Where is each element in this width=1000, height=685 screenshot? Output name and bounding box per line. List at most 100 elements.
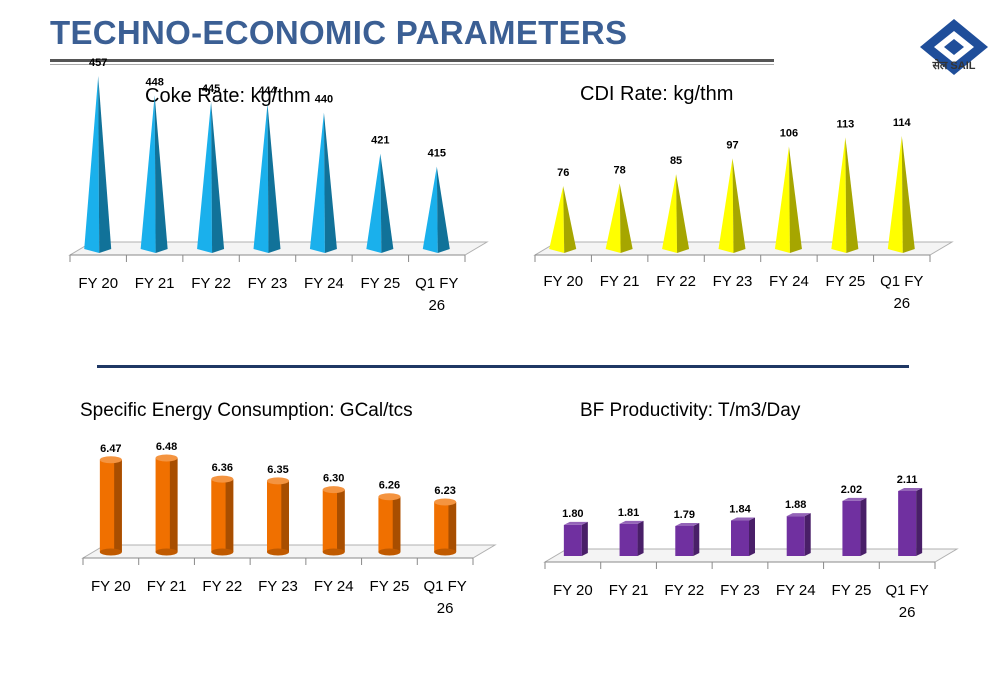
bar-top bbox=[786, 513, 811, 517]
bar bbox=[774, 146, 802, 253]
title-underline bbox=[50, 59, 774, 62]
bar-front bbox=[309, 112, 325, 254]
bar-side bbox=[732, 158, 746, 253]
bar-side bbox=[788, 146, 802, 253]
x-tick-label: FY 21 bbox=[609, 582, 649, 599]
bar bbox=[786, 513, 811, 556]
bar-front bbox=[563, 524, 582, 556]
x-tick-label: FY 23 bbox=[248, 275, 288, 292]
page-title: TECHNO-ECONOMIC PARAMETERS bbox=[50, 14, 628, 51]
bar-bottom bbox=[211, 548, 234, 556]
energy-consumption-chart: Specific Energy Consumption: GCal/tcs 6.4… bbox=[80, 400, 497, 617]
bar-top bbox=[322, 486, 345, 494]
bar-bottom bbox=[378, 548, 401, 556]
bar-front bbox=[366, 153, 382, 253]
x-tick-label: FY 25 bbox=[360, 275, 400, 292]
bar-bottom bbox=[267, 548, 289, 556]
x-tick-label: FY 22 bbox=[191, 275, 231, 292]
x-tick-label: FY 20 bbox=[91, 578, 131, 595]
x-tick-label: Q1 FY 26 bbox=[885, 582, 928, 621]
bar bbox=[155, 454, 178, 556]
chart-title: Specific Energy Consumption: GCal/tcs bbox=[80, 400, 413, 421]
data-label: 6.48 bbox=[156, 441, 177, 453]
data-label: 78 bbox=[614, 164, 626, 176]
chart-title: Coke Rate: kg/thm bbox=[145, 85, 311, 107]
data-label: 1.79 bbox=[674, 509, 695, 521]
section-divider bbox=[97, 365, 909, 368]
data-label: 106 bbox=[780, 128, 798, 140]
data-label: 440 bbox=[315, 94, 333, 106]
x-tick-label: FY 24 bbox=[769, 273, 809, 290]
bar bbox=[84, 76, 112, 253]
bar bbox=[549, 186, 577, 253]
sail-logo-icon bbox=[920, 19, 988, 75]
bar bbox=[842, 497, 867, 556]
x-tick-label: FY 25 bbox=[825, 273, 865, 290]
bar-top bbox=[155, 454, 178, 462]
bar-top bbox=[675, 523, 700, 526]
bar bbox=[99, 456, 122, 556]
bar-side bbox=[581, 521, 588, 556]
x-tick-label: FY 21 bbox=[600, 273, 640, 290]
data-label: 1.80 bbox=[562, 508, 583, 520]
bar-front bbox=[718, 158, 734, 253]
bar-side bbox=[749, 517, 755, 556]
bar bbox=[378, 493, 401, 556]
bar bbox=[675, 523, 700, 556]
bar-side bbox=[916, 488, 923, 556]
bar bbox=[434, 498, 457, 556]
bar-side bbox=[211, 101, 225, 253]
bar bbox=[563, 521, 588, 556]
bar-side bbox=[804, 513, 811, 556]
x-tick-label: FY 21 bbox=[135, 275, 175, 292]
data-label: 6.35 bbox=[267, 464, 288, 476]
bar-shade bbox=[114, 459, 122, 552]
x-tick-label: FY 22 bbox=[202, 578, 242, 595]
bar-side bbox=[860, 497, 867, 556]
x-tick-label: Q1 FY 26 bbox=[423, 578, 466, 617]
x-tick-label: FY 20 bbox=[78, 275, 118, 292]
x-tick-label: FY 24 bbox=[776, 582, 816, 599]
bar bbox=[253, 104, 281, 253]
data-label: 114 bbox=[893, 117, 912, 129]
bar-front bbox=[619, 523, 638, 556]
bar bbox=[718, 158, 746, 253]
bar-bottom bbox=[155, 548, 178, 556]
bar-front bbox=[253, 104, 269, 253]
chart-title: BF Productivity: T/m3/Day bbox=[580, 400, 801, 421]
bar-side bbox=[563, 186, 577, 253]
bar-top bbox=[731, 517, 755, 521]
bar-side bbox=[845, 137, 859, 253]
bar bbox=[619, 520, 644, 556]
data-label: 97 bbox=[726, 139, 738, 151]
data-label: 6.47 bbox=[100, 443, 121, 455]
bar-front bbox=[662, 174, 678, 253]
bar-side bbox=[676, 174, 690, 253]
data-label: 6.26 bbox=[379, 480, 400, 492]
bar-bottom bbox=[322, 548, 345, 556]
bar-top bbox=[267, 477, 289, 485]
bar bbox=[662, 174, 690, 253]
coke-rate-chart: Coke Rate: kg/thm 457 FY 20 448 FY 21 445 FY 2… bbox=[68, 57, 489, 314]
bar-top bbox=[378, 493, 401, 501]
data-label: 1.88 bbox=[785, 499, 806, 511]
x-tick-label: FY 23 bbox=[258, 578, 298, 595]
data-label: 2.02 bbox=[841, 484, 862, 496]
bar-shade bbox=[169, 458, 178, 552]
data-label: 6.36 bbox=[212, 462, 233, 474]
x-tick-label: FY 20 bbox=[543, 273, 583, 290]
bar-side bbox=[380, 153, 394, 253]
cdi-rate-chart: CDI Rate: kg/thm 76 FY 20 78 FY 21 85 FY 22 97 F… bbox=[533, 83, 954, 312]
x-tick-label: Q1 FY 26 bbox=[880, 273, 923, 312]
x-tick-label: FY 23 bbox=[713, 273, 753, 290]
bar-top bbox=[842, 497, 867, 501]
bar-shade bbox=[392, 496, 401, 552]
data-label: 85 bbox=[670, 155, 682, 167]
bar bbox=[898, 488, 923, 556]
bf-productivity-chart: BF Productivity: T/m3/Day 1.80 FY 20 1.81 FY… bbox=[543, 400, 959, 621]
bar-shade bbox=[225, 479, 234, 552]
bar-shade bbox=[448, 502, 457, 552]
bar-side bbox=[267, 104, 281, 253]
bar-front bbox=[549, 186, 565, 253]
chart-title: CDI Rate: kg/thm bbox=[580, 83, 733, 105]
